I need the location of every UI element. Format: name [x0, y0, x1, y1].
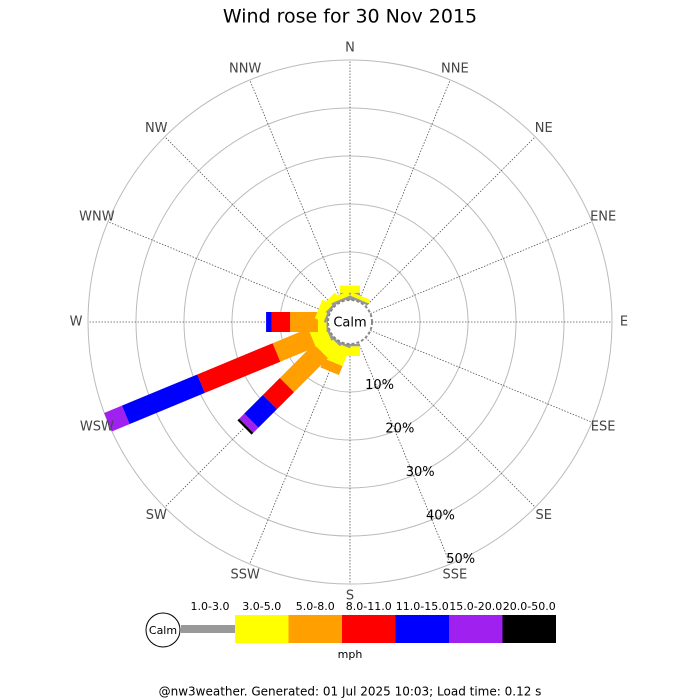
legend-label: 1.0-3.0 — [191, 600, 230, 613]
direction-label: W — [70, 315, 83, 330]
grid-circle — [87, 59, 613, 585]
spoke — [370, 221, 593, 314]
direction-label: NE — [535, 121, 553, 136]
bar-segment — [350, 292, 371, 304]
direction-label: WSW — [80, 419, 114, 434]
direction-label: N — [345, 41, 355, 56]
bar-segment — [320, 358, 343, 375]
direction-label: SW — [146, 508, 167, 523]
chart-title: Wind rose for 30 Nov 2015 — [223, 6, 477, 28]
legend-label: 11.0-15.0 — [396, 600, 449, 613]
spoke — [370, 330, 593, 423]
r-tick-label: 30% — [406, 465, 435, 480]
spoke — [358, 79, 451, 302]
bar-segment — [290, 312, 318, 332]
spoke — [365, 136, 536, 307]
bar-segment — [279, 344, 328, 393]
bar-segment — [237, 418, 254, 435]
direction-label: SE — [536, 508, 552, 523]
legend-calm-circle — [145, 612, 181, 648]
bar-segment — [262, 378, 294, 410]
legend-swatch — [395, 615, 449, 643]
legend-swatch — [235, 615, 289, 643]
spoke — [164, 136, 335, 307]
legend-swatch — [342, 615, 396, 643]
bar-segment — [340, 285, 360, 293]
bar-segment — [239, 413, 259, 433]
legend-label: 15.0-20.0 — [449, 600, 502, 613]
bar-segment — [104, 405, 130, 432]
spoke — [249, 342, 342, 565]
spoke — [358, 342, 451, 565]
bar-segment — [271, 312, 291, 332]
bar-segment — [244, 394, 278, 428]
direction-label: NNE — [441, 61, 469, 76]
legend-label: 20.0-50.0 — [503, 600, 556, 613]
bar-segment — [121, 374, 205, 425]
legend-label: 3.0-5.0 — [242, 600, 281, 613]
direction-label: E — [620, 315, 628, 330]
direction-label: SSE — [442, 568, 467, 583]
legend-units: mph — [338, 648, 363, 661]
legend-label: 8.0-11.0 — [346, 600, 392, 613]
direction-label: S — [346, 589, 354, 604]
direction-label: WNW — [79, 210, 115, 225]
direction-label: NW — [145, 121, 168, 136]
calm-circle — [327, 299, 373, 345]
direction-label: ENE — [590, 210, 616, 225]
bar-segment — [349, 295, 369, 306]
direction-label: ESE — [591, 419, 616, 434]
r-tick-label: 10% — [365, 378, 394, 393]
bar-segment — [331, 295, 351, 306]
bar-segment — [266, 312, 272, 332]
spoke — [249, 79, 342, 302]
legend-swatch — [181, 625, 235, 633]
calm-label: Calm — [333, 316, 366, 331]
r-tick-label: 50% — [446, 552, 475, 567]
bar-segment — [329, 291, 350, 304]
legend-label: 5.0-8.0 — [296, 600, 335, 613]
footer: @nw3weather. Generated: 01 Jul 2025 10:0… — [159, 685, 542, 699]
r-tick-label: 20% — [385, 421, 414, 436]
spoke — [365, 337, 536, 508]
direction-label: SSW — [230, 568, 260, 583]
bar-segment — [272, 328, 316, 362]
legend-swatch — [288, 615, 342, 643]
spoke — [107, 221, 330, 314]
bar-segment — [197, 343, 281, 393]
legend-swatch — [449, 615, 503, 643]
direction-label: NNW — [229, 61, 261, 76]
legend-calm-label: Calm — [149, 624, 177, 637]
legend-swatch — [502, 615, 556, 643]
r-tick-label: 40% — [426, 508, 455, 523]
